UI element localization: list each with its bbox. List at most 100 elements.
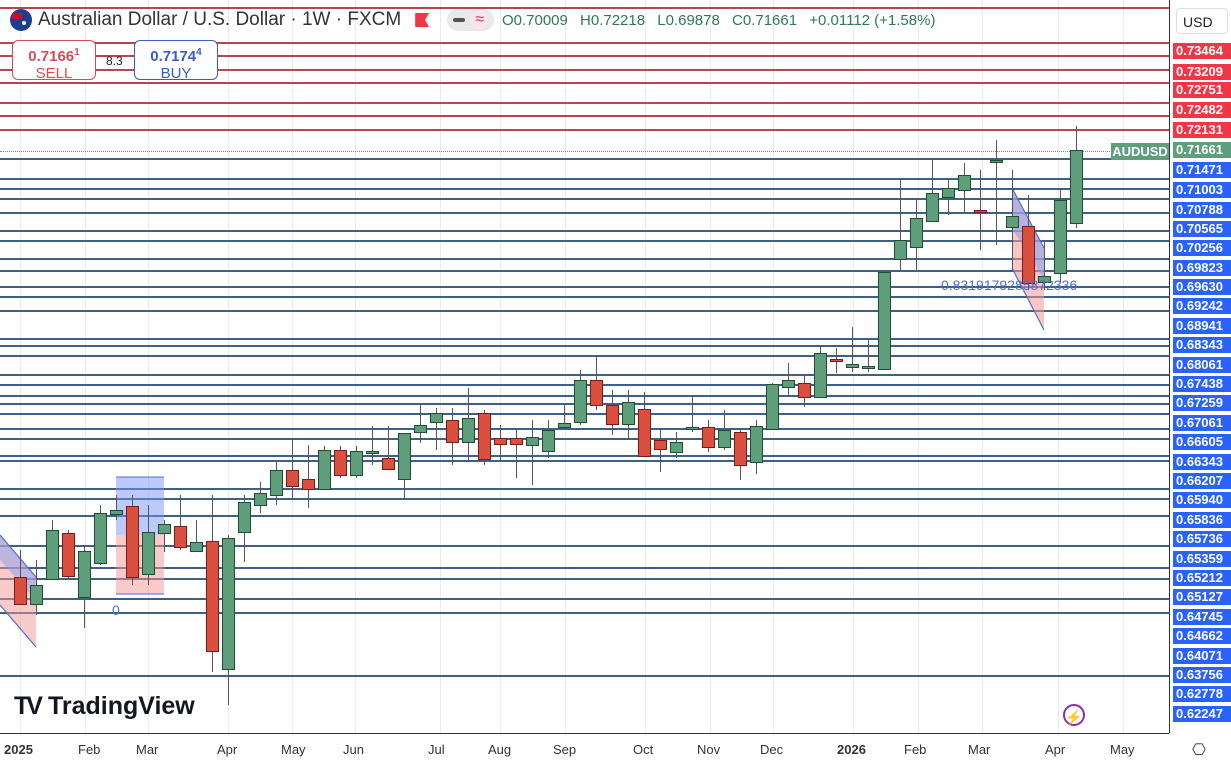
support-line[interactable] (0, 296, 1170, 298)
support-line[interactable] (0, 428, 1170, 430)
bullish-candle[interactable] (430, 413, 443, 423)
bullish-candle[interactable] (318, 450, 331, 490)
collapse-icon[interactable] (453, 18, 466, 22)
bullish-candle[interactable] (238, 502, 251, 533)
bullish-candle[interactable] (78, 551, 91, 598)
bearish-candle[interactable] (654, 440, 667, 450)
bullish-candle[interactable] (894, 240, 907, 260)
bearish-candle[interactable] (478, 413, 491, 460)
indicator-toggle[interactable]: ≈ (447, 9, 494, 31)
support-line[interactable] (0, 498, 1170, 500)
chart-canvas[interactable]: 0 0.8319179285872336 Australian Dollar /… (0, 0, 1170, 733)
bearish-candle[interactable] (302, 479, 315, 490)
support-line[interactable] (0, 345, 1170, 347)
support-line[interactable] (0, 598, 1170, 600)
support-line[interactable] (0, 198, 1170, 200)
bullish-candle[interactable] (750, 426, 763, 463)
time-axis[interactable]: 2025 Feb Mar Apr May Jun Jul Aug Sep Oct Nov Dec 202… (0, 733, 1206, 768)
bullish-candle[interactable] (958, 175, 971, 191)
bearish-candle[interactable] (174, 526, 187, 548)
bullish-candle[interactable] (622, 402, 635, 425)
bearish-candle[interactable] (62, 533, 75, 577)
bearish-candle[interactable] (1022, 226, 1035, 284)
buy-button[interactable]: 0.71744 BUY (134, 40, 218, 82)
bullish-candle[interactable] (814, 353, 827, 398)
resistance-line[interactable] (0, 115, 1170, 117)
symbol-title[interactable]: Australian Dollar / U.S. Dollar · 1W · F… (38, 9, 402, 30)
support-line[interactable] (0, 355, 1170, 357)
bullish-candle[interactable] (1006, 216, 1019, 228)
bearish-candle[interactable] (830, 359, 843, 362)
resistance-line[interactable] (0, 129, 1170, 131)
bullish-candle[interactable] (46, 530, 59, 580)
resistance-line[interactable] (0, 7, 1170, 9)
currency-select[interactable]: USD ⌄ (1176, 8, 1228, 56)
support-line[interactable] (0, 178, 1170, 180)
bearish-candle[interactable] (734, 432, 747, 466)
bearish-candle[interactable] (446, 420, 459, 443)
support-line[interactable] (0, 286, 1170, 288)
resistance-line[interactable] (0, 55, 1170, 57)
support-line[interactable] (0, 188, 1170, 190)
support-line[interactable] (0, 578, 1170, 580)
bullish-candle[interactable] (942, 188, 955, 198)
tradingview-logo[interactable]: TV TradingView (14, 692, 195, 721)
bullish-candle[interactable] (462, 418, 475, 443)
support-line[interactable] (0, 460, 1170, 462)
bearish-candle[interactable] (606, 405, 619, 425)
bullish-candle[interactable] (350, 451, 363, 476)
bullish-candle[interactable] (574, 380, 587, 423)
bullish-candle[interactable] (1038, 276, 1051, 283)
support-line[interactable] (0, 258, 1170, 260)
sell-button[interactable]: 0.71661 SELL (12, 40, 96, 82)
bullish-candle[interactable] (862, 366, 875, 369)
support-line[interactable] (0, 374, 1170, 376)
bullish-candle[interactable] (1054, 200, 1067, 274)
bullish-candle[interactable] (526, 437, 539, 446)
bullish-candle[interactable] (926, 193, 939, 222)
bullish-candle[interactable] (398, 433, 411, 480)
price-axis[interactable]: USD ⌄ 0.73464 0.73209 0.72751 0.72482 0.7213… (1169, 0, 1231, 733)
bearish-candle[interactable] (974, 210, 987, 213)
bullish-candle[interactable] (846, 364, 859, 368)
bullish-candle[interactable] (30, 585, 43, 605)
support-line[interactable] (0, 438, 1170, 440)
bullish-candle[interactable] (190, 542, 203, 552)
support-line[interactable] (0, 212, 1170, 214)
bullish-candle[interactable] (158, 524, 171, 534)
support-line[interactable] (0, 488, 1170, 490)
bearish-candle[interactable] (206, 541, 219, 652)
bearish-candle[interactable] (14, 577, 27, 605)
support-line[interactable] (0, 158, 1170, 160)
bearish-candle[interactable] (798, 383, 811, 398)
support-line[interactable] (0, 675, 1170, 677)
bullish-candle[interactable] (94, 513, 107, 564)
resistance-line[interactable] (0, 102, 1170, 104)
bullish-candle[interactable] (270, 470, 283, 496)
bullish-candle[interactable] (414, 425, 427, 433)
bullish-candle[interactable] (670, 442, 683, 453)
support-line[interactable] (0, 612, 1170, 614)
bearish-candle[interactable] (126, 506, 139, 578)
bullish-candle[interactable] (222, 538, 235, 670)
bullish-candle[interactable] (910, 218, 923, 248)
bullish-candle[interactable] (686, 427, 699, 430)
bullish-candle[interactable] (990, 160, 1003, 163)
bullish-candle[interactable] (1070, 150, 1083, 224)
support-line[interactable] (0, 240, 1170, 242)
bearish-candle[interactable] (382, 458, 395, 470)
support-line[interactable] (0, 455, 1170, 457)
support-line[interactable] (0, 310, 1170, 312)
resistance-line[interactable] (0, 69, 1170, 71)
support-line[interactable] (0, 567, 1170, 569)
bearish-candle[interactable] (702, 427, 715, 448)
bullish-candle[interactable] (254, 493, 267, 506)
bearish-candle[interactable] (334, 450, 347, 476)
wave-icon[interactable]: ≈ (471, 11, 488, 29)
bearish-candle[interactable] (638, 409, 651, 457)
bullish-candle[interactable] (542, 430, 555, 452)
support-line[interactable] (0, 515, 1170, 517)
bullish-candle[interactable] (782, 380, 795, 388)
bullish-candle[interactable] (718, 430, 731, 448)
bearish-candle[interactable] (494, 438, 507, 445)
